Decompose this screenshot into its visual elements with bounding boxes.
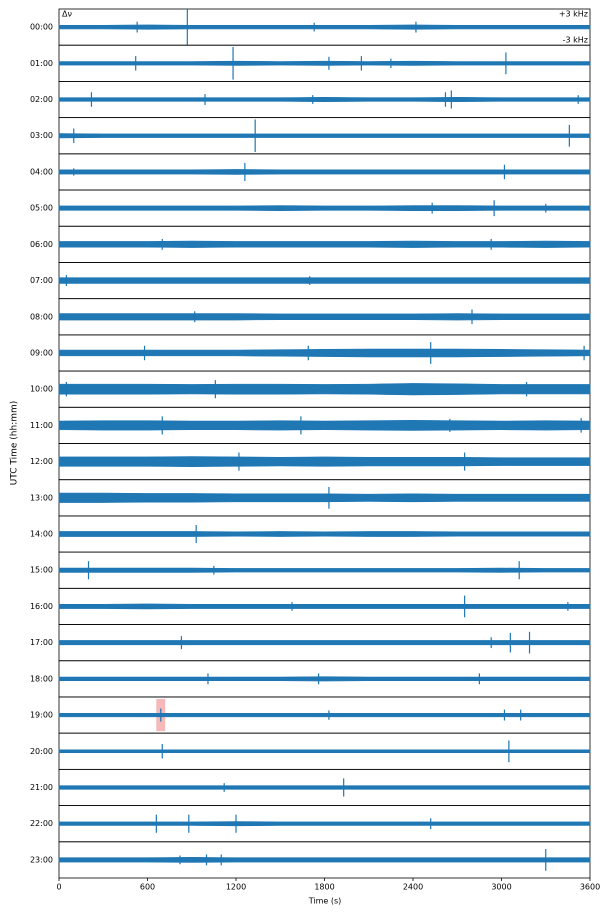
signal-envelope xyxy=(58,60,591,66)
signal-envelope xyxy=(58,749,591,754)
scale-label: +3 kHz xyxy=(559,10,588,19)
strip-label: 22:00 xyxy=(30,819,53,828)
x-tick-label: 3600 xyxy=(580,883,600,892)
signal-envelope xyxy=(58,456,591,467)
strip-label: 16:00 xyxy=(30,602,53,611)
x-tick-label: 600 xyxy=(140,883,155,892)
strip-label: 05:00 xyxy=(30,204,53,213)
signal-envelope xyxy=(58,492,591,503)
x-tick-label: 1800 xyxy=(314,883,334,892)
x-tick-label: 2400 xyxy=(403,883,423,892)
strip-label: 03:00 xyxy=(30,131,53,140)
strip-label: 15:00 xyxy=(30,566,53,575)
signal-envelope xyxy=(58,97,591,102)
signal-envelope xyxy=(58,133,591,139)
strip-label: 19:00 xyxy=(30,711,53,720)
strip-label: 11:00 xyxy=(30,421,53,430)
signal-envelope xyxy=(58,169,591,175)
signal-envelope xyxy=(58,420,591,431)
strip-label: 18:00 xyxy=(30,674,53,683)
signal-envelope xyxy=(58,785,591,790)
signal-envelope xyxy=(58,567,591,573)
strip-label: 07:00 xyxy=(30,276,53,285)
strip-label: 23:00 xyxy=(30,855,53,864)
strip-label: 17:00 xyxy=(30,638,53,647)
signal-envelope xyxy=(58,603,591,610)
y-axis-label: UTC Time (hh:mm) xyxy=(10,401,20,486)
signal-envelope xyxy=(58,821,591,827)
scale-label: -3 kHz xyxy=(563,36,588,45)
signal-envelope xyxy=(58,348,591,358)
signal-envelope xyxy=(58,240,591,248)
x-tick-label: 3000 xyxy=(491,883,511,892)
signal-envelope xyxy=(58,205,591,211)
strip-label: 14:00 xyxy=(30,530,53,539)
strip-label: 12:00 xyxy=(30,457,53,466)
signal-envelope xyxy=(58,313,591,321)
strip-label: 20:00 xyxy=(30,747,53,756)
strip-unit: Δν xyxy=(62,10,72,19)
signal-envelope xyxy=(58,712,591,718)
strip-label: 02:00 xyxy=(30,95,53,104)
strip-label: 09:00 xyxy=(30,348,53,357)
x-tick-label: 1200 xyxy=(226,883,246,892)
signal-envelope xyxy=(58,640,591,646)
signal-envelope xyxy=(58,531,591,537)
strip-label: 21:00 xyxy=(30,783,53,792)
strip-label: 10:00 xyxy=(30,385,53,394)
strip-label: 00:00 xyxy=(30,23,53,32)
strip-label: 06:00 xyxy=(30,240,53,249)
signal-envelope xyxy=(58,24,591,30)
signal-envelope xyxy=(58,676,591,682)
signal-envelope xyxy=(58,857,591,863)
signal-envelope xyxy=(58,383,591,396)
strip-label: 04:00 xyxy=(30,167,53,176)
x-tick-label: 0 xyxy=(56,883,61,892)
strip-label: 08:00 xyxy=(30,312,53,321)
x-axis-label: Time (s) xyxy=(308,897,342,906)
strip-label: 01:00 xyxy=(30,59,53,68)
signal-envelope xyxy=(58,277,591,284)
strip-label: 13:00 xyxy=(30,493,53,502)
